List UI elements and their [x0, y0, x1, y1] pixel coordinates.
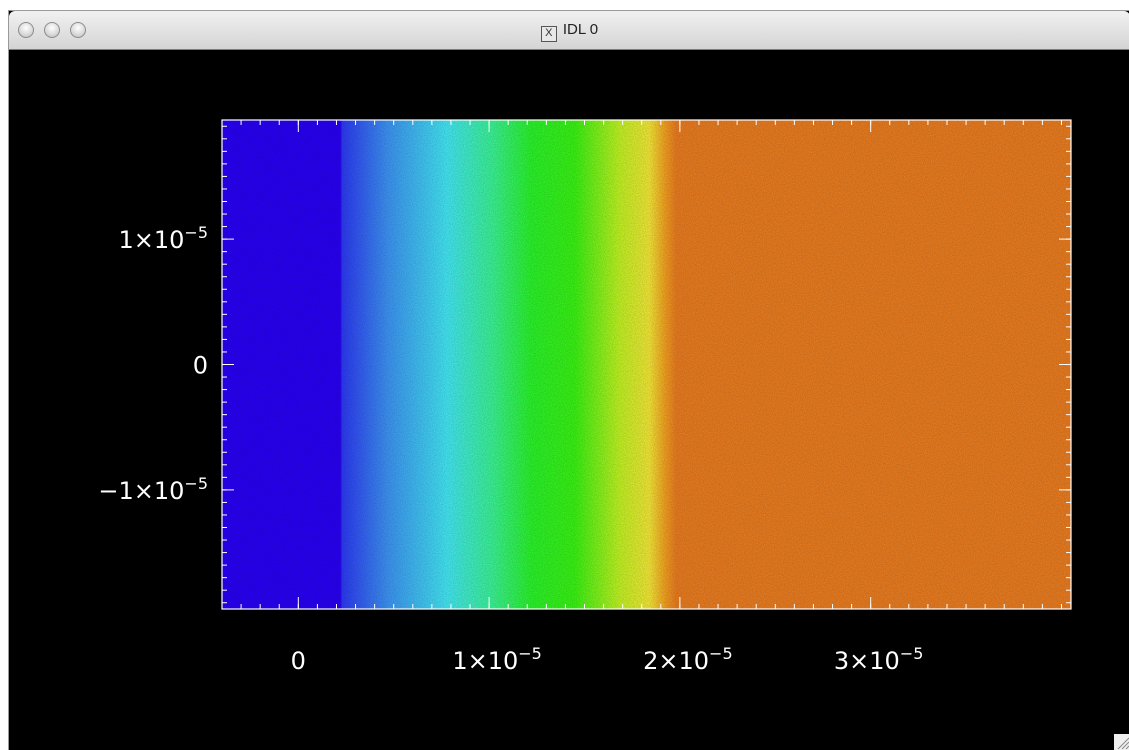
y-tick-label: 1×10−5: [118, 223, 208, 254]
title-bar[interactable]: X IDL 0: [9, 11, 1129, 50]
x-tick-label: 3×10−5: [834, 644, 924, 675]
idl-window: X IDL 0 0 1×10−5 2×10−5 3×10−5 1×10−5 0 −1×10−5: [8, 10, 1129, 750]
y-tick-label: −1×10−5: [98, 474, 208, 505]
minimize-button[interactable]: [44, 22, 60, 38]
window-title: X IDL 0: [9, 21, 1129, 42]
zoom-button[interactable]: [70, 22, 86, 38]
plot-canvas: 0 1×10−5 2×10−5 3×10−5 1×10−5 0 −1×10−5: [98, 119, 1072, 675]
close-button[interactable]: [18, 22, 34, 38]
heatmap-noise: [222, 120, 1071, 609]
x-tick-label: 1×10−5: [452, 644, 542, 675]
resize-grip-icon[interactable]: [1114, 734, 1129, 750]
x-tick-label: 2×10−5: [643, 644, 733, 675]
x-tick-label: 0: [291, 647, 306, 675]
window-title-text: IDL 0: [562, 21, 599, 38]
y-tick-label: 0: [193, 352, 208, 380]
x11-icon: X: [540, 26, 557, 42]
